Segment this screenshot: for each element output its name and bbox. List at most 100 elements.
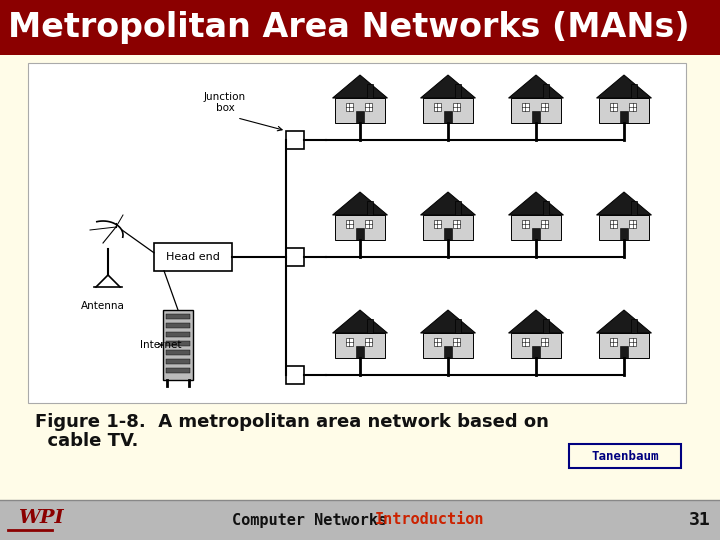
Bar bbox=[599, 215, 649, 240]
Text: WPI: WPI bbox=[18, 509, 63, 527]
Bar bbox=[286, 366, 304, 384]
Bar bbox=[544, 319, 549, 333]
Bar bbox=[335, 98, 385, 123]
Bar bbox=[433, 220, 441, 227]
Bar bbox=[166, 332, 190, 337]
Bar bbox=[544, 84, 549, 98]
Text: Introduction: Introduction bbox=[375, 512, 485, 528]
Bar bbox=[367, 84, 373, 98]
Text: 31: 31 bbox=[689, 511, 711, 529]
Bar bbox=[511, 215, 561, 240]
Bar bbox=[631, 319, 637, 333]
Bar bbox=[629, 220, 636, 227]
Bar bbox=[532, 227, 540, 240]
Bar bbox=[346, 338, 353, 346]
Polygon shape bbox=[333, 310, 387, 333]
Bar bbox=[599, 333, 649, 358]
Bar bbox=[166, 314, 190, 319]
Polygon shape bbox=[333, 75, 387, 98]
Bar bbox=[453, 338, 461, 346]
Bar bbox=[544, 201, 549, 215]
Bar bbox=[166, 368, 190, 373]
Bar bbox=[456, 201, 461, 215]
Bar bbox=[610, 220, 617, 227]
Bar bbox=[163, 310, 193, 380]
Text: Head end: Head end bbox=[166, 252, 220, 262]
Bar bbox=[356, 346, 364, 358]
Bar bbox=[433, 103, 441, 111]
Bar bbox=[166, 323, 190, 328]
Polygon shape bbox=[597, 192, 652, 215]
Bar bbox=[511, 333, 561, 358]
Bar bbox=[335, 215, 385, 240]
Polygon shape bbox=[333, 192, 387, 215]
Bar bbox=[444, 111, 451, 123]
Bar bbox=[521, 103, 529, 111]
Text: Junction
box: Junction box bbox=[204, 92, 246, 113]
Bar bbox=[365, 103, 372, 111]
Bar bbox=[620, 227, 628, 240]
Bar bbox=[453, 103, 461, 111]
Bar bbox=[521, 338, 529, 346]
Bar bbox=[335, 333, 385, 358]
Text: Computer Networks: Computer Networks bbox=[233, 512, 387, 528]
Text: Tanenbaum: Tanenbaum bbox=[591, 449, 659, 462]
Bar bbox=[346, 220, 353, 227]
Bar bbox=[166, 341, 190, 346]
Bar bbox=[365, 338, 372, 346]
Bar bbox=[541, 220, 549, 227]
Bar bbox=[423, 215, 473, 240]
Text: Metropolitan Area Networks (MANs): Metropolitan Area Networks (MANs) bbox=[8, 11, 690, 44]
Bar bbox=[356, 111, 364, 123]
Bar bbox=[610, 338, 617, 346]
Bar bbox=[453, 220, 461, 227]
Polygon shape bbox=[420, 310, 475, 333]
Bar bbox=[444, 346, 451, 358]
Bar bbox=[286, 131, 304, 149]
Polygon shape bbox=[597, 75, 652, 98]
Bar bbox=[433, 338, 441, 346]
Polygon shape bbox=[508, 75, 564, 98]
Bar bbox=[0, 500, 720, 540]
Bar bbox=[610, 103, 617, 111]
Bar bbox=[286, 248, 304, 266]
Bar bbox=[367, 201, 373, 215]
Bar bbox=[631, 201, 637, 215]
Text: Antenna: Antenna bbox=[81, 301, 125, 311]
Polygon shape bbox=[420, 75, 475, 98]
Polygon shape bbox=[508, 192, 564, 215]
Bar bbox=[541, 103, 549, 111]
Bar bbox=[521, 220, 529, 227]
Bar bbox=[367, 319, 373, 333]
Bar bbox=[365, 220, 372, 227]
Bar bbox=[541, 338, 549, 346]
Bar bbox=[356, 227, 364, 240]
Bar bbox=[423, 333, 473, 358]
Bar bbox=[346, 103, 353, 111]
Bar bbox=[28, 63, 686, 403]
Bar bbox=[154, 243, 232, 271]
Bar bbox=[599, 98, 649, 123]
Bar bbox=[444, 227, 451, 240]
Bar bbox=[456, 319, 461, 333]
Bar bbox=[620, 346, 628, 358]
Bar bbox=[456, 84, 461, 98]
Polygon shape bbox=[420, 192, 475, 215]
Bar bbox=[166, 350, 190, 355]
Bar bbox=[629, 103, 636, 111]
Bar bbox=[620, 111, 628, 123]
Bar bbox=[423, 98, 473, 123]
Bar bbox=[166, 359, 190, 364]
Text: Figure 1-8.  A metropolitan area network based on: Figure 1-8. A metropolitan area network … bbox=[35, 413, 549, 431]
Bar bbox=[629, 338, 636, 346]
FancyBboxPatch shape bbox=[569, 444, 681, 468]
Bar bbox=[511, 98, 561, 123]
Text: Internet: Internet bbox=[140, 340, 181, 350]
Bar bbox=[532, 346, 540, 358]
Bar bbox=[631, 84, 637, 98]
Polygon shape bbox=[597, 310, 652, 333]
Bar bbox=[0, 0, 720, 55]
Text: cable TV.: cable TV. bbox=[35, 432, 138, 450]
Bar bbox=[532, 111, 540, 123]
Polygon shape bbox=[508, 310, 564, 333]
